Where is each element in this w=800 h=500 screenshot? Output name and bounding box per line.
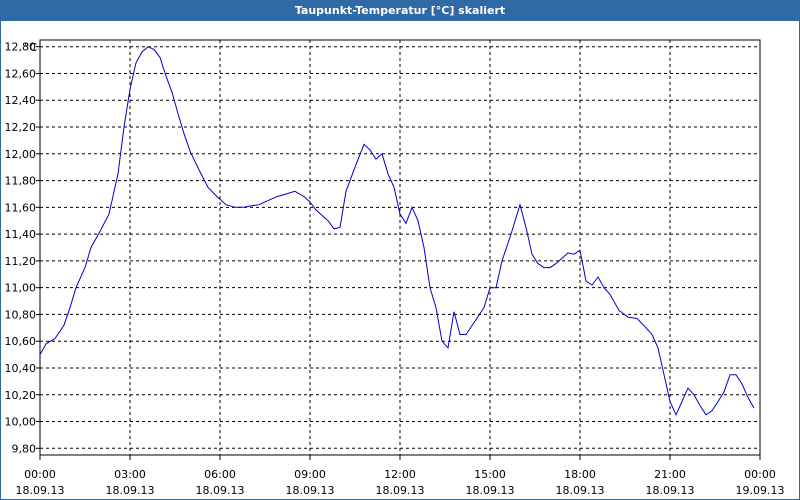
y-tick-label: 10,80 bbox=[5, 308, 37, 321]
x-tick-date: 18.09.13 bbox=[286, 484, 335, 497]
x-tick-date: 18.09.13 bbox=[556, 484, 605, 497]
y-tick-label: 9,80 bbox=[12, 442, 37, 455]
y-tick-label: 12,20 bbox=[5, 121, 37, 134]
y-tick-label: 11,60 bbox=[5, 201, 37, 214]
y-tick-label: 12,60 bbox=[5, 67, 37, 80]
x-tick-time: 06:00 bbox=[204, 468, 236, 481]
y-axis: 12,80 12,60 12,40 12,20 12,00 11,80 11,60 11,40… bbox=[5, 41, 40, 455]
x-tick-time: 15:00 bbox=[474, 468, 506, 481]
x-tick-time: 09:00 bbox=[294, 468, 326, 481]
y-tick-label: 12,00 bbox=[5, 148, 37, 161]
x-tick-time: 00:00 bbox=[24, 468, 56, 481]
grid-lines bbox=[40, 40, 760, 455]
y-tick-label: 10,60 bbox=[5, 335, 37, 348]
x-tick-date: 19.09.13 bbox=[736, 484, 785, 497]
y-tick-label: 11,80 bbox=[5, 175, 37, 188]
y-unit-label: °C bbox=[24, 41, 38, 54]
x-tick-date: 18.09.13 bbox=[106, 484, 155, 497]
x-tick-time: 12:00 bbox=[384, 468, 416, 481]
y-tick-label: 11,20 bbox=[5, 255, 37, 268]
x-axis: 00:00 18.09.13 03:00 18.09.13 06:00 18.09.13 0… bbox=[16, 455, 785, 497]
x-tick-time: 00:00 bbox=[744, 468, 776, 481]
x-tick-date: 18.09.13 bbox=[376, 484, 425, 497]
y-tick-label: 10,40 bbox=[5, 362, 37, 375]
x-tick-date: 18.09.13 bbox=[646, 484, 695, 497]
y-tick-label: 10,00 bbox=[5, 416, 37, 429]
y-tick-label: 11,00 bbox=[5, 282, 37, 295]
x-tick-time: 03:00 bbox=[114, 468, 146, 481]
chart-title: Taupunkt-Temperatur [°C] skaliert bbox=[1, 1, 799, 21]
x-tick-time: 18:00 bbox=[564, 468, 596, 481]
x-tick-date: 18.09.13 bbox=[466, 484, 515, 497]
y-tick-label: 12,80 bbox=[5, 41, 37, 54]
x-tick-time: 21:00 bbox=[654, 468, 686, 481]
y-tick-label: 11,40 bbox=[5, 228, 37, 241]
y-tick-label: 12,40 bbox=[5, 94, 37, 107]
x-tick-date: 18.09.13 bbox=[196, 484, 245, 497]
series-line bbox=[39, 46, 755, 417]
y-tick-label: 10,20 bbox=[5, 389, 37, 402]
x-tick-date: 18.09.13 bbox=[16, 484, 65, 497]
